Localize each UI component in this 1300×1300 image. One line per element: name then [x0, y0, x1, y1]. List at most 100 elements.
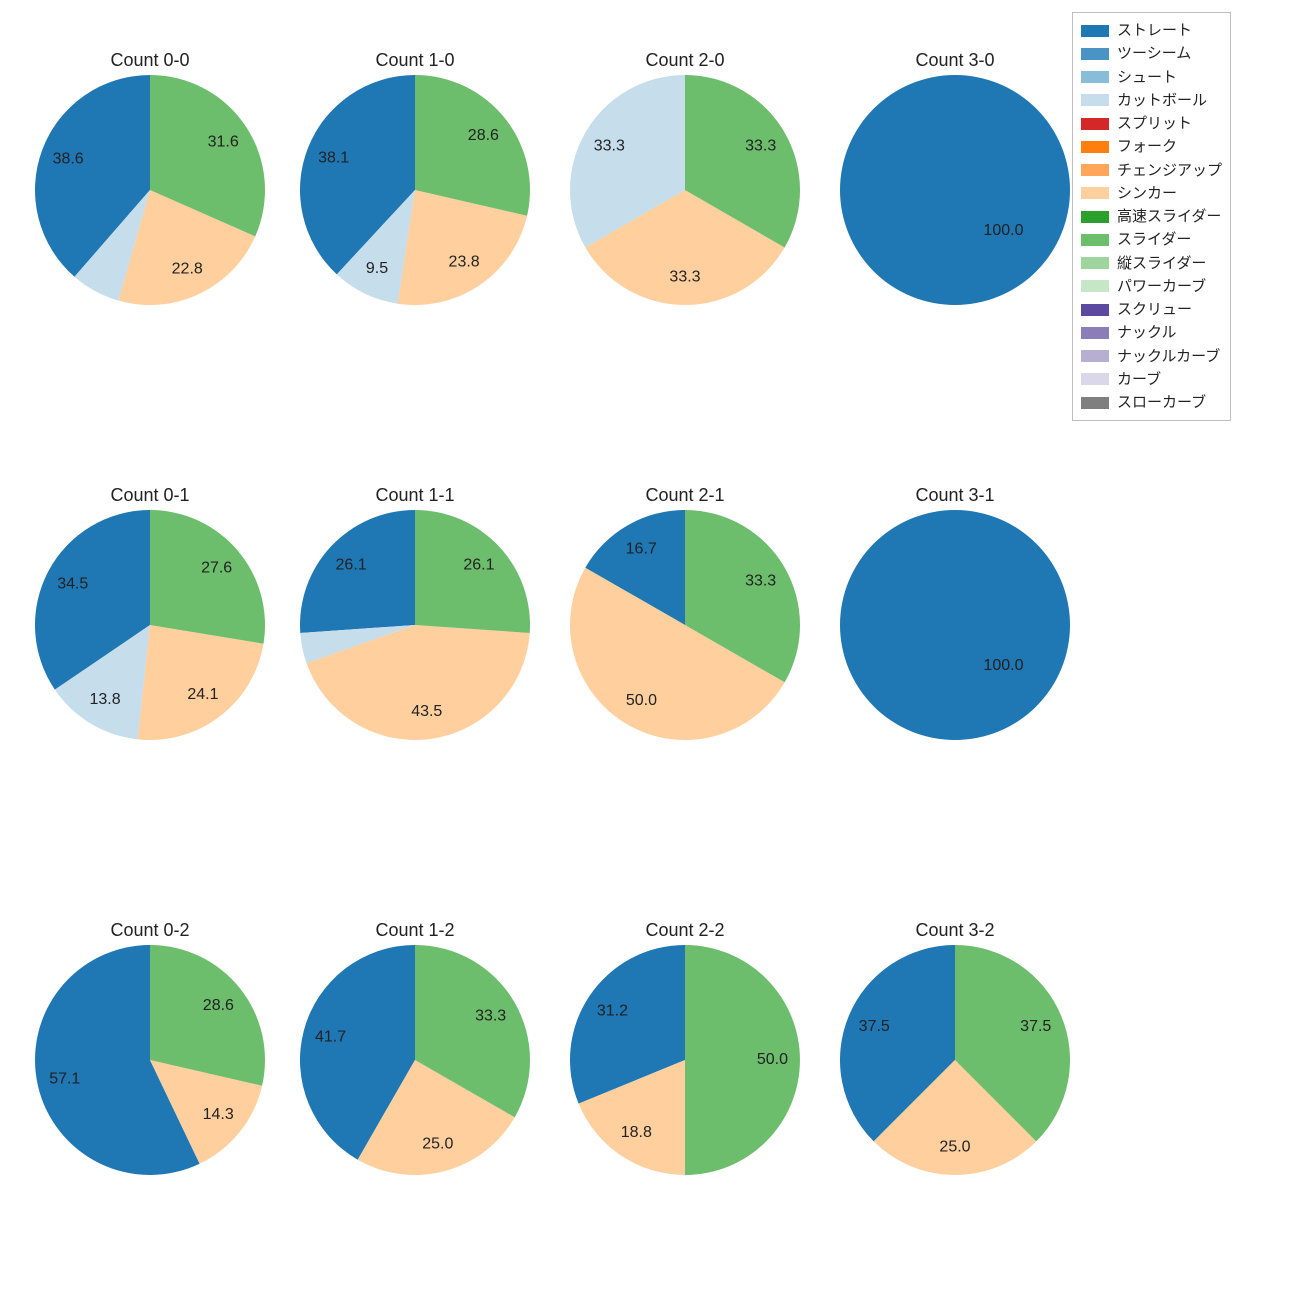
legend-item: スクリュー: [1081, 298, 1222, 321]
legend-swatch: [1081, 304, 1109, 316]
legend-item: 縦スライダー: [1081, 252, 1222, 275]
pie-title: Count 0-2: [35, 920, 265, 941]
pie-chart: 41.7 25.0 33.3: [300, 945, 530, 1175]
legend-label: ツーシーム: [1117, 42, 1191, 65]
legend-swatch: [1081, 234, 1109, 246]
legend-swatch: [1081, 48, 1109, 60]
legend-label: ストレート: [1117, 19, 1192, 42]
legend-label: スライダー: [1117, 228, 1191, 251]
pie-slice-label: 26.1: [336, 557, 367, 574]
pie-slice-label: 25.0: [939, 1139, 970, 1156]
legend-label: パワーカーブ: [1117, 275, 1206, 298]
pie-slice-label: 34.5: [57, 575, 88, 592]
legend-item: 高速スライダー: [1081, 205, 1222, 228]
pie-slice-label: 22.8: [172, 260, 203, 277]
pie-slice-label: 38.6: [53, 151, 84, 168]
legend-item: スプリット: [1081, 112, 1222, 135]
legend-swatch: [1081, 187, 1109, 199]
pie-title: Count 2-2: [570, 920, 800, 941]
pie-slice-label: 33.3: [475, 1007, 506, 1024]
legend-swatch: [1081, 397, 1109, 409]
pie-chart: 100.0: [840, 75, 1070, 305]
legend-swatch: [1081, 164, 1109, 176]
pie-slice-label: 16.7: [626, 541, 657, 558]
legend-item: カットボール: [1081, 89, 1222, 112]
pie-slice-label: 9.5: [366, 260, 388, 277]
pie-chart: 38.1 9.5 23.8 28.6: [300, 75, 530, 305]
pie-slice: [138, 625, 264, 740]
legend-label: スプリット: [1117, 112, 1192, 135]
legend-swatch: [1081, 141, 1109, 153]
pie-slice-label: 50.0: [626, 692, 657, 709]
pie-slice-label: 33.3: [745, 572, 776, 589]
legend-label: スローカーブ: [1117, 391, 1206, 414]
pie-slice-label: 27.6: [201, 560, 232, 577]
legend-label: 高速スライダー: [1117, 205, 1221, 228]
legend-item: ストレート: [1081, 19, 1222, 42]
legend-item: スライダー: [1081, 228, 1222, 251]
pie-slice-label: 18.8: [621, 1124, 652, 1141]
legend-label: カットボール: [1117, 89, 1207, 112]
pie-slice-label: 14.3: [203, 1106, 234, 1123]
pie-title: Count 2-1: [570, 485, 800, 506]
legend-label: 縦スライダー: [1117, 252, 1206, 275]
pie-slice: [840, 75, 1070, 305]
pie-title: Count 0-1: [35, 485, 265, 506]
pie-slice-label: 37.5: [1020, 1018, 1051, 1035]
legend-item: シンカー: [1081, 182, 1222, 205]
pie-slice-label: 24.1: [187, 686, 218, 703]
legend-label: カーブ: [1117, 368, 1161, 391]
pie-slice-label: 41.7: [315, 1029, 346, 1046]
pie-slice-label: 38.1: [318, 149, 349, 166]
legend-label: シュート: [1117, 66, 1177, 89]
legend-swatch: [1081, 327, 1109, 339]
pie-chart: 26.143.526.1: [300, 510, 530, 740]
pie-chart: 16.7 50.0 33.3: [570, 510, 800, 740]
legend-swatch: [1081, 94, 1109, 106]
pie-slice-label: 31.6: [208, 133, 239, 150]
pie-chart: 33.333.333.3: [570, 75, 800, 305]
pie-title: Count 0-0: [35, 50, 265, 71]
legend-item: フォーク: [1081, 135, 1222, 158]
pie-slice-label: 37.5: [859, 1018, 890, 1035]
legend-label: ナックル: [1117, 321, 1177, 344]
legend: ストレートツーシームシュートカットボールスプリットフォークチェンジアップシンカー…: [1072, 12, 1231, 421]
pie-chart: 57.114.328.6: [35, 945, 265, 1175]
legend-item: カーブ: [1081, 368, 1222, 391]
pie-title: Count 2-0: [570, 50, 800, 71]
legend-label: シンカー: [1117, 182, 1177, 205]
legend-swatch: [1081, 25, 1109, 37]
pie-slice-label: 13.8: [89, 691, 120, 708]
legend-swatch: [1081, 118, 1109, 130]
legend-item: スローカーブ: [1081, 391, 1222, 414]
pie-slice: [150, 510, 265, 644]
legend-label: スクリュー: [1117, 298, 1192, 321]
legend-swatch: [1081, 71, 1109, 83]
pie-slice-label: 57.1: [49, 1071, 80, 1088]
pie-chart: 100.0: [840, 510, 1070, 740]
legend-item: チェンジアップ: [1081, 159, 1222, 182]
legend-swatch: [1081, 280, 1109, 292]
pie-slice: [840, 510, 1070, 740]
pie-slice-label: 31.2: [597, 1003, 628, 1020]
pie-slice-label: 100.0: [983, 657, 1023, 674]
pie-chart: 31.2 18.8 50.0: [570, 945, 800, 1175]
pie-slice-label: 100.0: [983, 222, 1023, 239]
legend-item: ナックルカーブ: [1081, 345, 1222, 368]
chart-canvas: Count 0-038.622.831.6Count 1-038.19.523.…: [0, 0, 1300, 1300]
pie-slice-label: 25.0: [422, 1136, 453, 1153]
pie-slice-label: 33.3: [669, 269, 700, 286]
pie-title: Count 3-1: [840, 485, 1070, 506]
pie-chart: 37.5 25.0 37.5: [840, 945, 1070, 1175]
pie-slice-label: 23.8: [449, 254, 480, 271]
pie-title: Count 3-2: [840, 920, 1070, 941]
legend-swatch: [1081, 211, 1109, 223]
legend-label: チェンジアップ: [1117, 159, 1222, 182]
pie-slice-label: 33.3: [594, 138, 625, 155]
pie-title: Count 1-1: [300, 485, 530, 506]
pie-slice-label: 28.6: [468, 127, 499, 144]
legend-label: フォーク: [1117, 135, 1177, 158]
legend-swatch: [1081, 373, 1109, 385]
pie-slice-label: 50.0: [757, 1051, 788, 1068]
legend-item: パワーカーブ: [1081, 275, 1222, 298]
